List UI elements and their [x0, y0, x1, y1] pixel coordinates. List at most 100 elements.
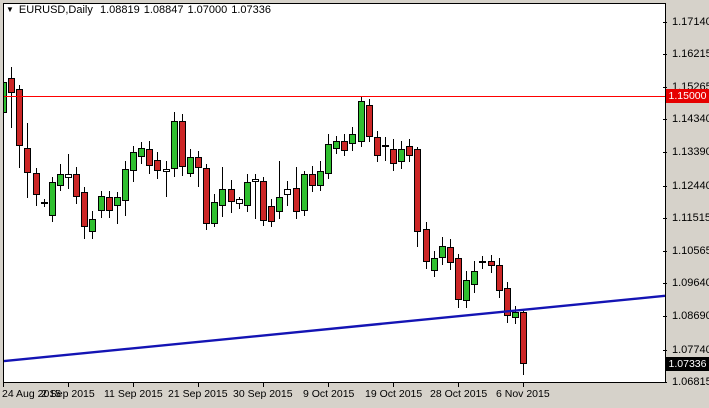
candle-bear	[24, 148, 32, 173]
candle-bear	[373, 137, 381, 157]
candle-wick	[11, 66, 13, 129]
candle-doji	[40, 202, 48, 205]
bar-open-value: 1.08819	[99, 4, 140, 16]
time-axis-tick	[328, 383, 329, 387]
candle-bull	[138, 148, 146, 157]
candle-wick	[384, 137, 386, 162]
candle-doji	[162, 169, 170, 172]
price-axis-label: 1.08690	[672, 310, 709, 322]
candle-doji	[284, 189, 292, 195]
candle-bull	[325, 144, 332, 174]
price-axis-tick	[663, 186, 667, 187]
price-axis-tick	[663, 283, 667, 284]
time-axis-label: 19 Oct 2015	[365, 388, 423, 400]
candle-bull	[56, 174, 64, 186]
candle-bull	[243, 182, 251, 206]
candle-bull	[170, 121, 178, 170]
price-axis-tick	[663, 218, 667, 219]
time-axis-label: 24 Aug 2015	[2, 388, 61, 400]
price-axis-tick	[663, 87, 667, 88]
time-axis-tick	[198, 383, 199, 387]
price-axis-tick	[663, 152, 667, 153]
candle-bear	[455, 258, 462, 301]
candle-doji	[65, 174, 72, 178]
candle-bull	[463, 280, 471, 302]
time-axis-tick	[68, 383, 69, 387]
candle-bear	[268, 205, 276, 222]
time-axis-label: 6 Nov 2015	[496, 388, 550, 400]
candle-bear	[495, 265, 503, 292]
price-axis-tick	[663, 350, 667, 351]
candle-wick	[68, 154, 69, 189]
horizontal-resistance-line[interactable]	[4, 96, 665, 97]
symbol-name: EURUSD,Daily	[18, 4, 93, 16]
time-axis[interactable]: 24 Aug 2015 2 Sep 2015 11 Sep 2015 21 Sep 2…	[0, 383, 709, 403]
candle-bull	[113, 196, 121, 206]
candle-wick	[279, 161, 281, 219]
candle-bear	[16, 88, 24, 147]
price-axis-label: 1.17140	[672, 16, 709, 28]
price-axis-tick	[663, 382, 667, 383]
candle-bull	[430, 258, 438, 272]
candle-doji	[479, 260, 487, 263]
candle-bear	[146, 149, 154, 166]
price-axis-label: 1.12440	[672, 180, 709, 192]
candle-bull	[211, 202, 219, 224]
candle-bear	[32, 172, 40, 195]
candle-bear	[487, 260, 495, 267]
candle-bear	[446, 246, 454, 263]
symbol-dropdown-icon[interactable]: ▼	[6, 5, 14, 14]
candle-bull	[349, 134, 357, 145]
candle-bull	[398, 149, 406, 163]
candle-bull	[121, 168, 129, 201]
candle-bull	[316, 171, 324, 186]
candle-doji	[381, 145, 389, 148]
ascending-trendline[interactable]	[4, 294, 665, 363]
candle-bear	[203, 168, 211, 224]
price-axis-label: 1.10565	[672, 245, 709, 257]
candle-bull	[89, 218, 97, 232]
time-axis-label: 9 Oct 2015	[303, 388, 355, 400]
time-axis-label: 30 Sep 2015	[233, 388, 293, 400]
candle-bear	[503, 288, 511, 317]
candle-wick	[254, 174, 256, 219]
candle-bear	[8, 78, 16, 94]
price-axis-tick	[663, 54, 667, 55]
candle-bull	[438, 245, 446, 259]
bar-high-value: 1.08847	[143, 4, 184, 16]
candle-bear	[81, 191, 89, 227]
price-axis-label: 1.16215	[672, 48, 709, 60]
time-axis-label: 21 Sep 2015	[168, 388, 228, 400]
price-axis-tick	[663, 251, 667, 252]
candle-wick	[116, 191, 118, 224]
candlestick-plot-area[interactable]	[3, 3, 666, 383]
candle-bear	[227, 189, 235, 203]
candle-bull	[186, 156, 194, 174]
price-axis[interactable]: 1.17140 1.16215 1.15265 1.14340 1.13390 1.124…	[663, 0, 709, 400]
symbol-header: ▼ EURUSD,Daily 1.08819 1.08847 1.07000 1.073…	[6, 4, 275, 16]
candle-bear	[260, 180, 267, 221]
candle-bear	[422, 228, 430, 262]
candle-wick	[165, 161, 167, 198]
candle-bear	[195, 156, 202, 169]
time-axis-tick	[263, 383, 264, 387]
candle-bear	[292, 187, 300, 212]
price-axis-label: 1.07740	[672, 344, 709, 356]
time-axis-tick	[133, 383, 134, 387]
candle-bull	[4, 81, 7, 114]
price-axis-label: 1.14340	[672, 113, 709, 125]
trendline-layer	[4, 294, 665, 363]
candle-bear	[341, 141, 349, 152]
price-axis-tick	[663, 316, 667, 317]
candle-bear	[406, 146, 414, 157]
candle-doji	[235, 198, 243, 205]
time-axis-tick	[523, 383, 524, 387]
hline-price-box: 1.15000	[666, 89, 709, 103]
price-axis-tick	[663, 119, 667, 120]
time-axis-tick	[458, 383, 459, 387]
candle-doji	[251, 178, 259, 183]
candle-bull	[276, 196, 284, 212]
time-axis-label: 28 Oct 2015	[430, 388, 488, 400]
candle-bear	[178, 121, 186, 168]
